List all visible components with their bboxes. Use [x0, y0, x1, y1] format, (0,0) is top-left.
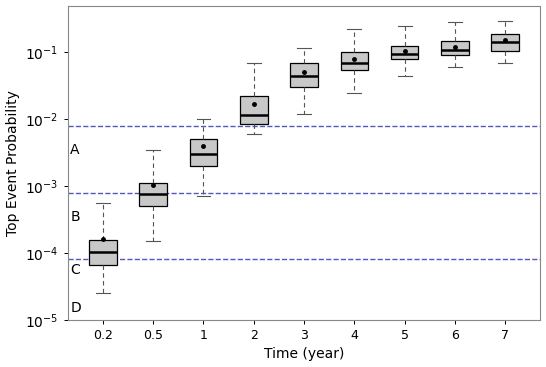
PathPatch shape	[441, 40, 469, 55]
PathPatch shape	[189, 139, 217, 166]
Text: D: D	[70, 301, 81, 315]
Text: C: C	[70, 264, 80, 277]
PathPatch shape	[341, 52, 368, 70]
PathPatch shape	[391, 46, 418, 59]
Y-axis label: Top Event Probability: Top Event Probability	[5, 90, 20, 236]
PathPatch shape	[139, 183, 167, 206]
Text: B: B	[70, 210, 80, 224]
PathPatch shape	[89, 240, 117, 265]
Text: A: A	[70, 143, 80, 157]
PathPatch shape	[290, 63, 318, 87]
PathPatch shape	[240, 96, 268, 124]
PathPatch shape	[491, 34, 519, 51]
X-axis label: Time (year): Time (year)	[264, 348, 344, 361]
